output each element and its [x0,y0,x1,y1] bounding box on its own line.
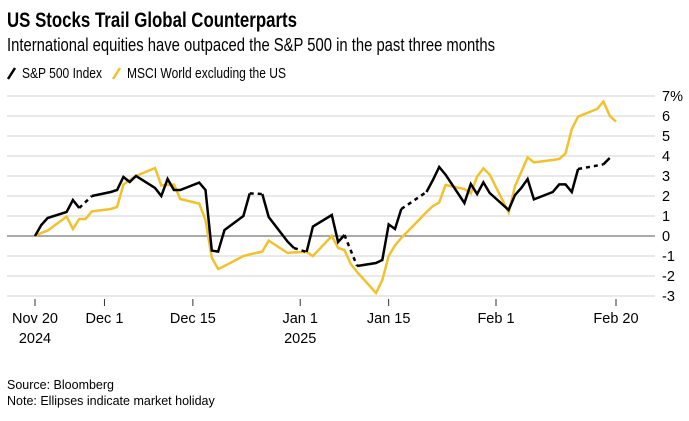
x-tick-year-label: 2025 [284,331,316,347]
chart-title: US Stocks Trail Global Counterparts [7,9,297,32]
source-note: Source: Bloomberg [7,378,114,392]
legend-label-msci: MSCI World excluding the US [127,66,286,82]
y-tick-label: 7% [662,89,683,105]
y-tick-label: -3 [662,289,675,305]
y-tick-label: 3 [662,169,670,185]
holiday-gap-segment-s-p-500-index [343,234,359,267]
legend-label-sp500: S&P 500 Index [22,66,103,82]
series-line-s-p-500-index [33,157,611,268]
y-tick-label: 5 [662,129,670,145]
y-tick-label: -1 [662,249,675,265]
series-line-msci-world-excluding-the-us [34,99,617,296]
y-tick-label: 6 [662,109,670,125]
x-axis: Nov 20 2024 Dec 1 Dec 15 Jan 1 2025 Jan 15 Feb … [12,299,639,347]
y-axis: 7% 6 5 4 3 2 1 0 -1 -2 -3 [662,89,683,305]
holiday-gap-segment-s-p-500-index [577,163,604,171]
holiday-gap-segment-s-p-500-index [400,190,428,211]
legend-swatch-sp500 [6,67,17,80]
y-tick-label: -2 [662,269,675,285]
x-tick-label: Feb 1 [477,311,514,327]
holiday-gap-segment-s-p-500-index [293,246,307,254]
gridlines [7,95,655,297]
y-tick-label: 1 [662,209,670,225]
x-tick-label: Nov 20 [12,311,58,327]
x-tick-label: Jan 1 [282,311,317,327]
x-tick-label: Dec 1 [86,311,124,327]
legend: S&P 500 Index MSCI World excluding the U… [6,66,286,82]
holiday-gap-segment-s-p-500-index [78,195,93,209]
y-tick-label: 2 [662,189,670,205]
holiday-note: Note: Ellipses indicate market holiday [7,394,215,408]
chart-subtitle: International equities have outpaced the… [7,35,495,55]
y-tick-label: 0 [662,229,670,245]
x-tick-year-label: 2024 [19,331,51,347]
y-tick-label: 4 [662,149,670,165]
x-tick-label: Dec 15 [170,311,216,327]
series-lines [33,99,617,296]
holiday-gap-segment-s-p-500-index [249,192,263,196]
legend-swatch-msci [111,67,122,80]
x-tick-label: Feb 20 [593,311,638,327]
x-tick-label: Jan 15 [367,311,411,327]
